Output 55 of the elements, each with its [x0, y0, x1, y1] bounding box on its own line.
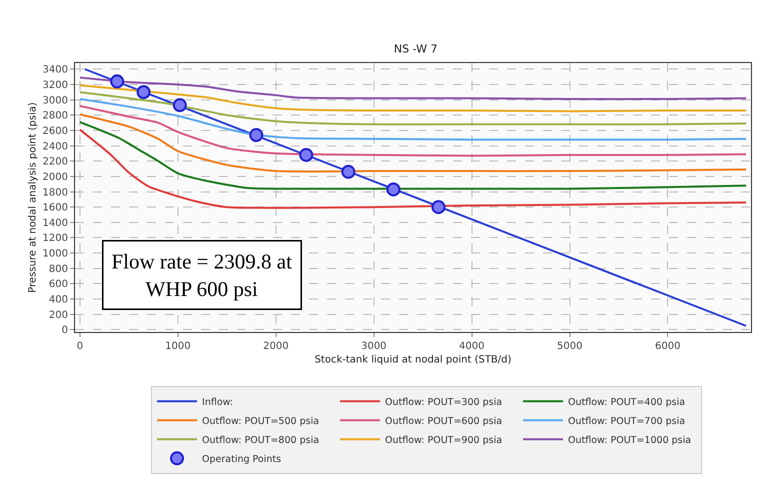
legend-label: Outflow: POUT=400 psia: [568, 397, 686, 408]
line-series: [78, 84, 748, 112]
legend-label: Operating Points: [202, 454, 282, 466]
x-axis-title: Stock-tank liquid at nodal point (STB/d): [314, 354, 512, 366]
y-tick-label: 2000: [42, 172, 68, 183]
legend-label: Outflow: POUT=700 psia: [568, 416, 686, 428]
annotation: Flow rate = 2309.8 at WHP 600 psi: [112, 250, 292, 301]
point: [249, 128, 264, 142]
x-tick-label: 3000: [361, 341, 387, 352]
line-series: [78, 76, 748, 100]
point: [110, 74, 124, 88]
y-tick-label: 1800: [42, 187, 68, 198]
y-tick-label: 2800: [42, 110, 68, 122]
x-tick-label: 5000: [557, 341, 582, 352]
y-tick-label: 800: [48, 264, 68, 275]
y-tick-label: 2400: [42, 141, 68, 152]
legend-label: Outflow: POUT=1000 psia: [568, 435, 692, 446]
legend-label: Outflow: POUT=600 psia: [385, 416, 502, 428]
x-tick-label: 6000: [654, 341, 680, 352]
x-tick-label: 4000: [459, 341, 485, 352]
y-tick-label: 0: [62, 325, 68, 336]
line-series: [78, 128, 748, 209]
y-tick-label: 2600: [42, 126, 68, 137]
line-series: [78, 91, 748, 126]
x-tick-label: 0: [76, 341, 84, 352]
y-tick-label: 200: [48, 310, 68, 321]
y-tick-label: 600: [48, 279, 68, 290]
point: [431, 200, 446, 214]
legend-label: Outflow: POUT=900 psia: [385, 435, 502, 446]
y-tick-label: 1600: [42, 202, 68, 214]
legend-label: Outflow: POUT=800 psia: [202, 435, 320, 446]
point: [341, 164, 356, 179]
y-tick-label: 3400: [42, 64, 68, 76]
point: [172, 98, 187, 112]
y-tick-label: 1400: [42, 218, 68, 229]
y-tick-label: 1000: [42, 248, 68, 260]
point: [386, 182, 400, 196]
y-tick-label: 2200: [42, 156, 68, 168]
y-tick-label: 1200: [42, 233, 68, 244]
y-tick-label: 3000: [42, 95, 68, 106]
point: [136, 85, 151, 100]
legend-label: Inflow:: [202, 397, 234, 408]
legend-label: Outflow: POUT=500 psia: [202, 416, 320, 428]
line-series: [78, 104, 748, 157]
line-series: [78, 98, 748, 141]
x-tick-label: 2000: [263, 341, 289, 352]
legend-label: Outflow: POUT=300 psia: [385, 397, 502, 408]
chart-title: NS -W 7: [394, 42, 438, 56]
y-axis-title: Pressure at nodal analysis point (psia): [28, 102, 39, 293]
x-tick-label: 1000: [165, 341, 191, 352]
line-series: [78, 121, 748, 190]
y-tick-label: 3200: [42, 80, 68, 91]
line-series: [78, 113, 748, 173]
point: [299, 148, 314, 162]
y-tick-label: 400: [48, 294, 68, 306]
